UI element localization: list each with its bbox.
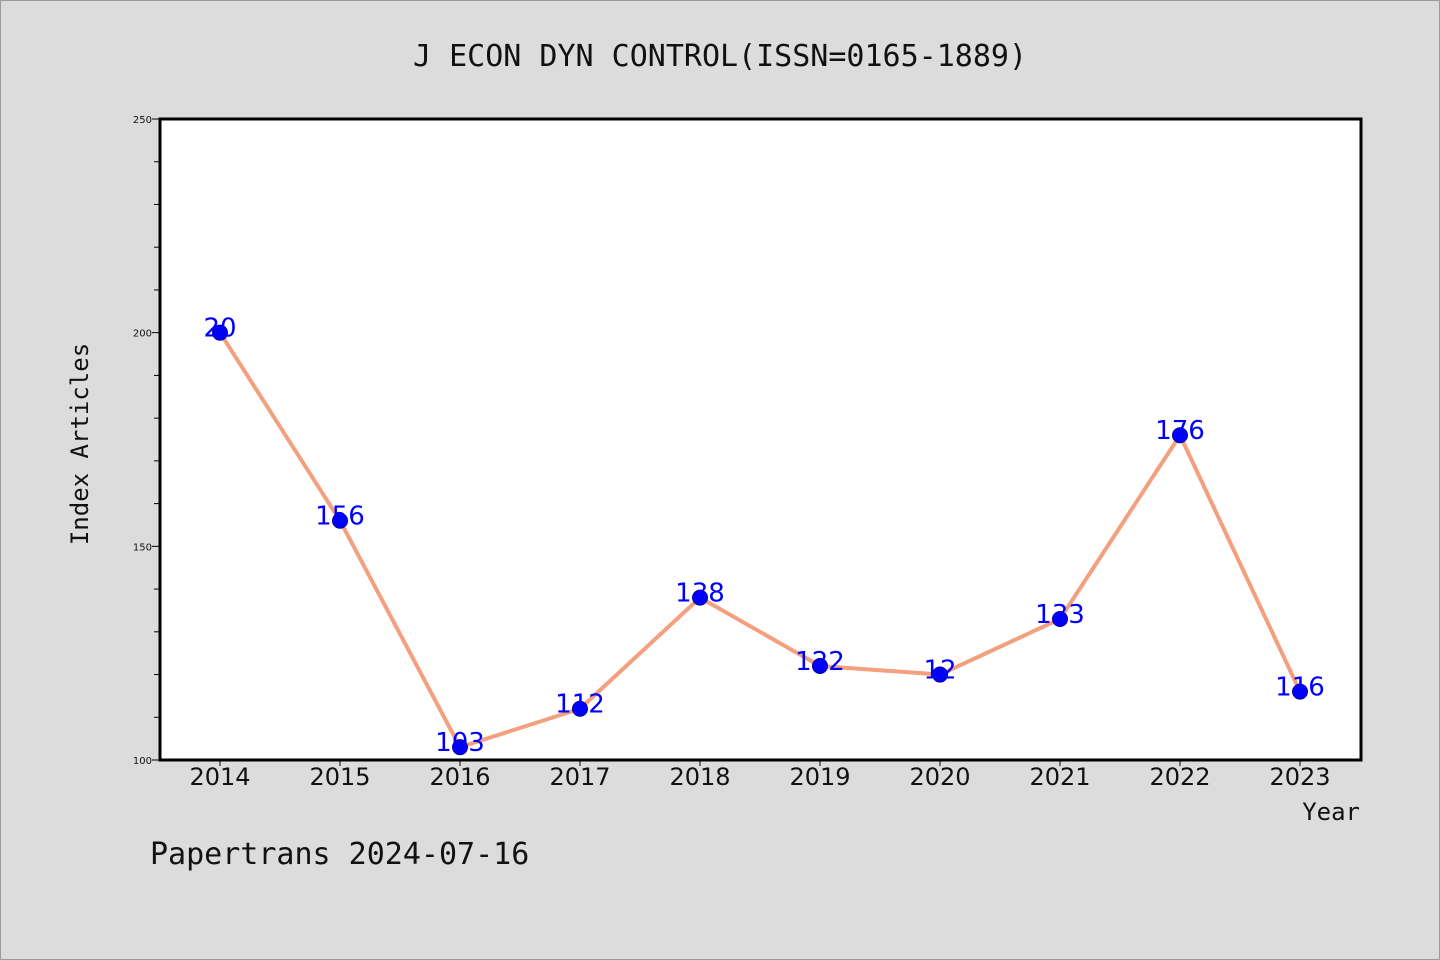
data-label: 116 [1275, 673, 1325, 703]
y-tick-label: 200 [133, 329, 152, 340]
data-point [812, 657, 828, 674]
data-label: 20 [203, 314, 236, 344]
data-point [1052, 610, 1068, 627]
y-axis: 100 150 200 250 [133, 115, 160, 767]
data-label: 112 [555, 690, 605, 720]
chart-title: J ECON DYN CONTROL(ISSN=0165-1889) [413, 39, 1027, 74]
data-label: 122 [795, 647, 845, 677]
data-point [932, 666, 948, 683]
data-point [1172, 427, 1188, 444]
y-axis-label: Index Articles [66, 343, 94, 545]
x-tick-label: 2023 [1269, 763, 1330, 791]
y-tick-label: 150 [133, 542, 152, 553]
data-point [1292, 683, 1308, 700]
data-label: 176 [1155, 416, 1205, 446]
x-tick-label: 2016 [429, 763, 490, 791]
x-tick-label: 2017 [549, 763, 610, 791]
x-tick-label: 2020 [909, 763, 970, 791]
footer-watermark: Papertrans 2024-07-16 [150, 837, 529, 872]
data-label: 133 [1035, 600, 1085, 630]
data-point [692, 589, 708, 606]
x-tick-label: 2018 [669, 763, 730, 791]
data-label: 156 [315, 502, 365, 532]
y-tick-label: 100 [133, 756, 152, 767]
x-axis: 2014 2015 2016 2017 2018 2019 2020 2021 2022 2023 [189, 760, 1331, 791]
x-tick-label: 2019 [789, 763, 850, 791]
data-label: 138 [675, 579, 725, 609]
x-axis-label: Year [1302, 798, 1360, 826]
data-point [572, 700, 588, 717]
x-tick-label: 2022 [1149, 763, 1210, 791]
series-line [218, 330, 1302, 750]
data-point [332, 512, 348, 529]
data-label: 103 [435, 728, 485, 758]
data-label: 12 [923, 656, 956, 686]
data-point [452, 739, 468, 756]
series-layer: 20 156 103 112 138 122 12 133 176 116 [203, 314, 1324, 759]
plot-area [158, 117, 1363, 762]
y-tick-label: 250 [133, 115, 152, 126]
x-tick-label: 2021 [1029, 763, 1090, 791]
data-point [212, 324, 228, 341]
x-tick-label: 2015 [309, 763, 370, 791]
x-tick-label: 2014 [189, 763, 250, 791]
